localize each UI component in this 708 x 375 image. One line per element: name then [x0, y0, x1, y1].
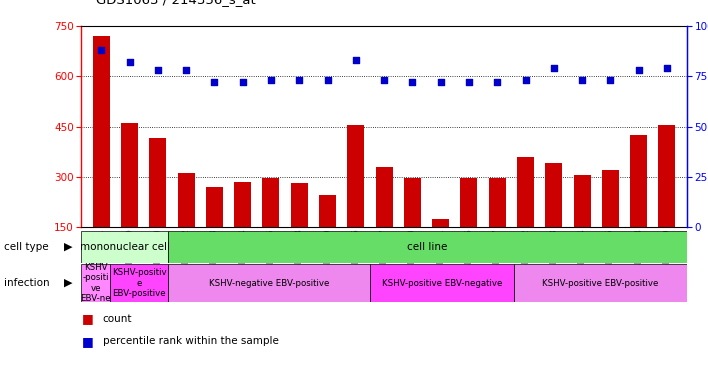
- Bar: [93, 36, 110, 277]
- Point: [350, 57, 362, 63]
- Bar: [121, 123, 138, 277]
- Bar: [545, 164, 562, 277]
- Point: [605, 77, 616, 83]
- Bar: [517, 157, 534, 277]
- Text: KSHV-negative EBV-positive: KSHV-negative EBV-positive: [209, 279, 329, 288]
- Text: ▶: ▶: [64, 242, 73, 252]
- Bar: [319, 195, 336, 277]
- Text: KSHV
-positi
ve
EBV-ne: KSHV -positi ve EBV-ne: [81, 263, 111, 303]
- Bar: [489, 178, 506, 277]
- Bar: [81, 231, 168, 262]
- Bar: [573, 175, 590, 277]
- Text: ■: ■: [81, 312, 93, 325]
- Text: cell type: cell type: [4, 242, 48, 252]
- Text: ■: ■: [81, 335, 93, 348]
- Bar: [168, 264, 370, 302]
- Text: GDS1063 / 214356_s_at: GDS1063 / 214356_s_at: [96, 0, 256, 6]
- Bar: [168, 231, 687, 262]
- Point: [266, 77, 277, 83]
- Point: [406, 80, 418, 86]
- Bar: [514, 264, 687, 302]
- Bar: [81, 264, 110, 302]
- Point: [237, 80, 249, 86]
- Text: count: count: [103, 314, 132, 324]
- Point: [152, 68, 164, 74]
- Point: [520, 77, 531, 83]
- Point: [379, 77, 390, 83]
- Bar: [263, 178, 280, 277]
- Bar: [234, 182, 251, 277]
- Bar: [602, 170, 619, 277]
- Text: infection: infection: [4, 278, 49, 288]
- Bar: [460, 178, 477, 277]
- Bar: [658, 125, 675, 277]
- Text: KSHV-positiv
e
EBV-positive: KSHV-positiv e EBV-positive: [112, 268, 166, 298]
- Point: [435, 80, 446, 86]
- Bar: [432, 219, 449, 277]
- Point: [124, 59, 135, 65]
- Point: [209, 80, 220, 86]
- Point: [463, 80, 474, 86]
- Text: KSHV-positive EBV-negative: KSHV-positive EBV-negative: [382, 279, 502, 288]
- Point: [576, 77, 588, 83]
- Bar: [291, 183, 308, 277]
- Bar: [110, 264, 168, 302]
- Point: [661, 65, 673, 71]
- Bar: [404, 178, 421, 277]
- Point: [294, 77, 305, 83]
- Text: cell line: cell line: [407, 242, 447, 252]
- Point: [181, 68, 192, 74]
- Point: [322, 77, 333, 83]
- Point: [96, 47, 107, 53]
- Bar: [178, 173, 195, 277]
- Text: ▶: ▶: [64, 278, 73, 288]
- Bar: [370, 264, 514, 302]
- Bar: [348, 125, 365, 277]
- Point: [633, 68, 644, 74]
- Bar: [376, 166, 392, 277]
- Text: percentile rank within the sample: percentile rank within the sample: [103, 336, 278, 346]
- Point: [491, 80, 503, 86]
- Point: [548, 65, 559, 71]
- Text: KSHV-positive EBV-positive: KSHV-positive EBV-positive: [542, 279, 658, 288]
- Text: mononuclear cell: mononuclear cell: [80, 242, 170, 252]
- Bar: [206, 187, 223, 277]
- Bar: [630, 135, 647, 277]
- Bar: [149, 138, 166, 277]
